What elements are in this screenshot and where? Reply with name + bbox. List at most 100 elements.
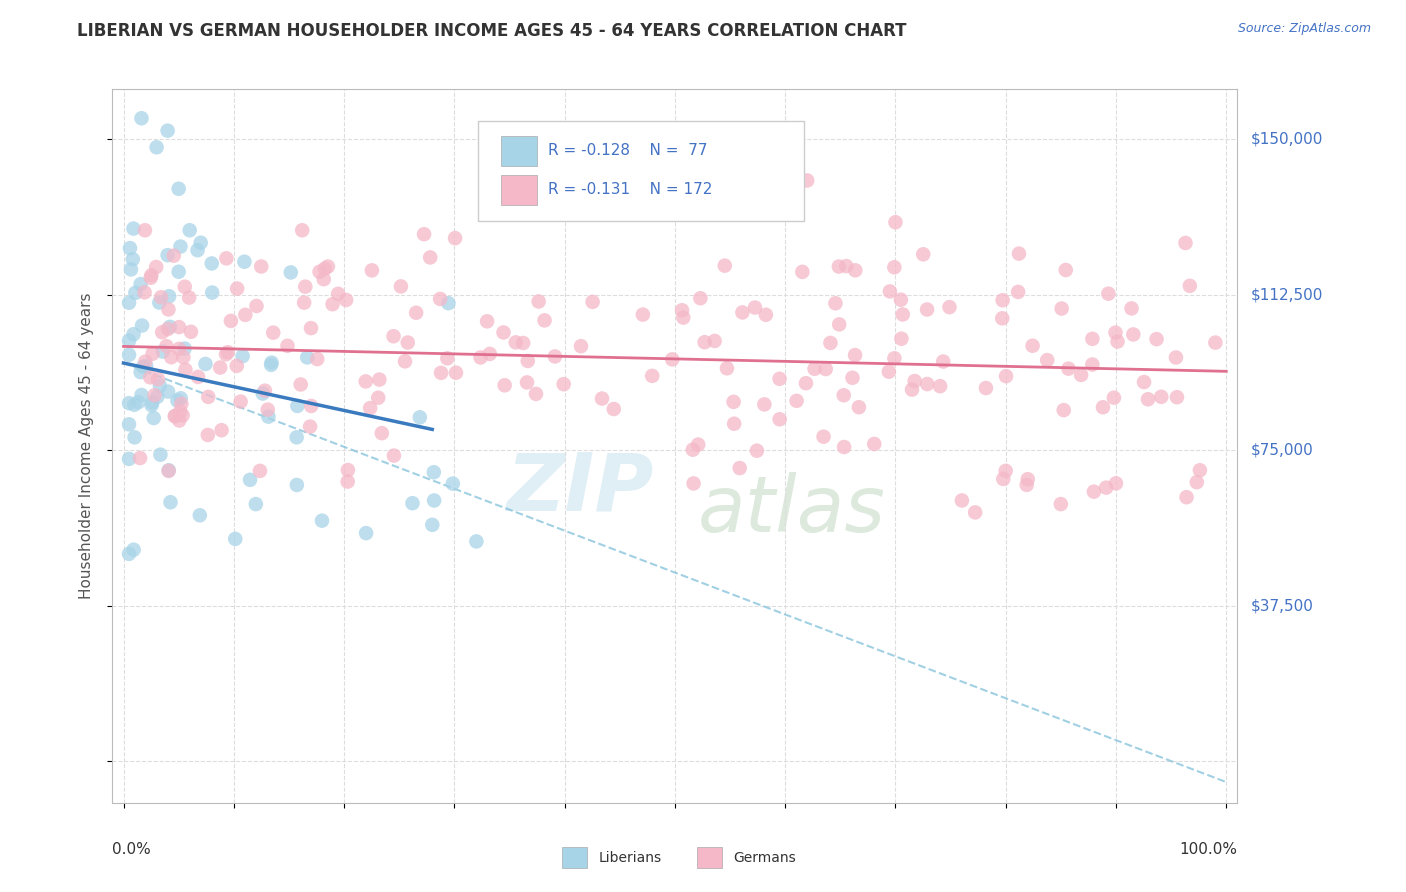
Point: [824, 296, 846, 310]
Point: [1133, 375, 1156, 389]
Point: [225, 359, 247, 373]
Point: [299, 321, 322, 335]
Point: [118, 295, 141, 310]
Point: [359, 401, 381, 415]
Point: [328, 286, 350, 301]
Text: $150,000: $150,000: [1251, 131, 1323, 146]
Point: [211, 423, 233, 437]
Point: [693, 335, 716, 350]
Point: [904, 374, 927, 388]
Point: [118, 547, 141, 561]
Point: [245, 299, 267, 313]
Point: [1136, 392, 1159, 407]
Point: [157, 289, 180, 303]
Point: [118, 396, 141, 410]
Point: [336, 463, 359, 477]
Point: [156, 124, 179, 138]
Point: [713, 259, 735, 273]
Point: [991, 311, 1014, 326]
Point: [991, 293, 1014, 308]
Point: [169, 404, 191, 418]
Text: 100.0%: 100.0%: [1180, 842, 1237, 857]
Point: [965, 505, 987, 519]
Point: [131, 318, 153, 333]
Point: [280, 265, 302, 279]
Point: [994, 464, 1017, 478]
Point: [194, 357, 217, 371]
Point: [703, 334, 725, 348]
Point: [290, 377, 312, 392]
Point: [419, 251, 441, 265]
Point: [723, 395, 745, 409]
Point: [122, 221, 145, 235]
Point: [832, 440, 855, 454]
Point: [187, 370, 209, 384]
Point: [229, 394, 252, 409]
Point: [1105, 476, 1128, 491]
Point: [792, 265, 814, 279]
Point: [159, 495, 181, 509]
Point: [1107, 334, 1129, 349]
Point: [436, 351, 458, 366]
Point: [863, 437, 886, 451]
Point: [368, 373, 391, 387]
Point: [121, 252, 143, 267]
Point: [1122, 327, 1144, 342]
Point: [217, 345, 239, 359]
Point: [828, 260, 851, 274]
Point: [124, 285, 146, 300]
Point: [152, 344, 174, 359]
Point: [932, 354, 955, 368]
Point: [1081, 358, 1104, 372]
Point: [929, 379, 952, 393]
Point: [723, 417, 745, 431]
Point: [394, 354, 416, 368]
Point: [233, 308, 256, 322]
Point: [603, 402, 626, 417]
Point: [688, 437, 710, 451]
Point: [401, 496, 423, 510]
Text: LIBERIAN VS GERMAN HOUSEHOLDER INCOME AGES 45 - 64 YEARS CORRELATION CHART: LIBERIAN VS GERMAN HOUSEHOLDER INCOME AG…: [77, 22, 907, 40]
Point: [141, 395, 163, 409]
Point: [156, 248, 179, 262]
Point: [215, 347, 238, 361]
Point: [409, 410, 432, 425]
Point: [143, 388, 166, 402]
Point: [814, 362, 837, 376]
Point: [260, 356, 283, 370]
Point: [728, 461, 751, 475]
Point: [1204, 335, 1226, 350]
Point: [1175, 490, 1198, 504]
Point: [444, 231, 467, 245]
Point: [201, 285, 224, 300]
Point: [891, 308, 914, 322]
Bar: [562, 847, 588, 869]
Point: [1036, 353, 1059, 368]
Point: [179, 291, 201, 305]
Point: [173, 342, 195, 356]
Point: [796, 173, 818, 187]
Point: [1050, 497, 1073, 511]
Point: [1164, 351, 1187, 365]
Point: [285, 399, 308, 413]
Point: [245, 497, 267, 511]
Point: [848, 401, 870, 415]
Point: [671, 303, 693, 318]
Point: [197, 428, 219, 442]
Point: [314, 261, 336, 276]
Text: ZIP: ZIP: [506, 450, 654, 528]
Point: [682, 442, 704, 457]
Point: [405, 306, 427, 320]
Point: [631, 308, 654, 322]
Point: [167, 342, 190, 356]
Point: [354, 526, 377, 541]
Point: [1091, 401, 1114, 415]
Point: [172, 351, 194, 365]
Point: [754, 397, 776, 411]
Point: [1007, 285, 1029, 299]
Point: [475, 314, 498, 328]
Point: [291, 223, 314, 237]
Point: [974, 381, 997, 395]
Point: [661, 352, 683, 367]
Point: [294, 279, 316, 293]
